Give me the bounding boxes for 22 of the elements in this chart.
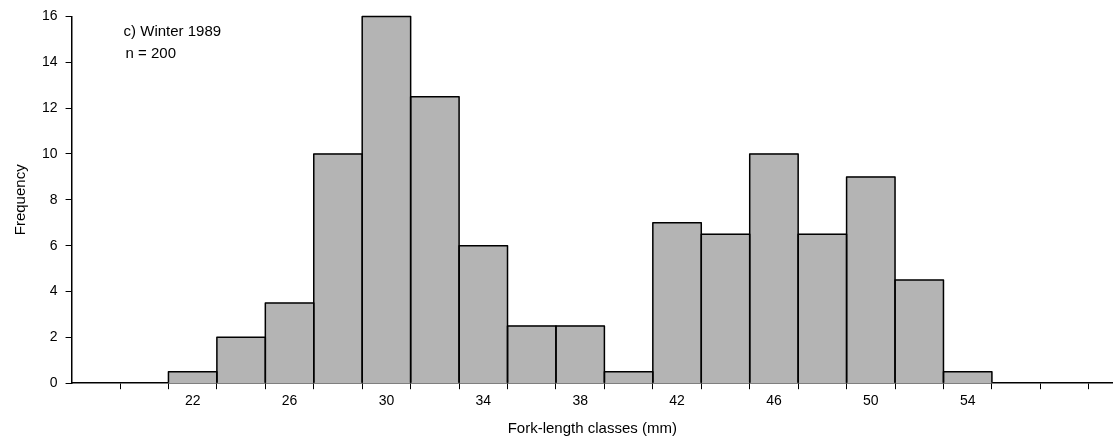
y-axis-title: Frequency: [11, 163, 29, 236]
x-tick-label: 34: [475, 392, 492, 409]
y-tick-label: 16: [41, 7, 58, 24]
y-tick-label: 14: [41, 53, 58, 70]
y-tick-label: 12: [41, 98, 58, 115]
x-axis-title: Fork-length classes (mm): [507, 419, 677, 437]
x-tick-label: 26: [281, 392, 298, 409]
y-tick-label: 8: [49, 190, 58, 207]
annotation: c) Winter 1989: [123, 22, 222, 40]
x-tick-label: 38: [572, 392, 589, 409]
x-tick-label: 54: [959, 392, 976, 409]
annotation: n = 200: [125, 44, 177, 62]
x-tick-label: 30: [378, 392, 395, 409]
x-tick-label: 42: [669, 392, 686, 409]
y-tick-label: 2: [49, 328, 58, 345]
x-tick-label: 46: [766, 392, 782, 409]
y-tick-label: 4: [49, 282, 58, 299]
y-tick-label: 0: [49, 374, 58, 391]
x-tick-label: 50: [863, 392, 879, 409]
y-tick-label: 10: [41, 144, 58, 161]
y-tick-label: 6: [49, 236, 58, 253]
x-tick-label: 22: [184, 392, 201, 409]
